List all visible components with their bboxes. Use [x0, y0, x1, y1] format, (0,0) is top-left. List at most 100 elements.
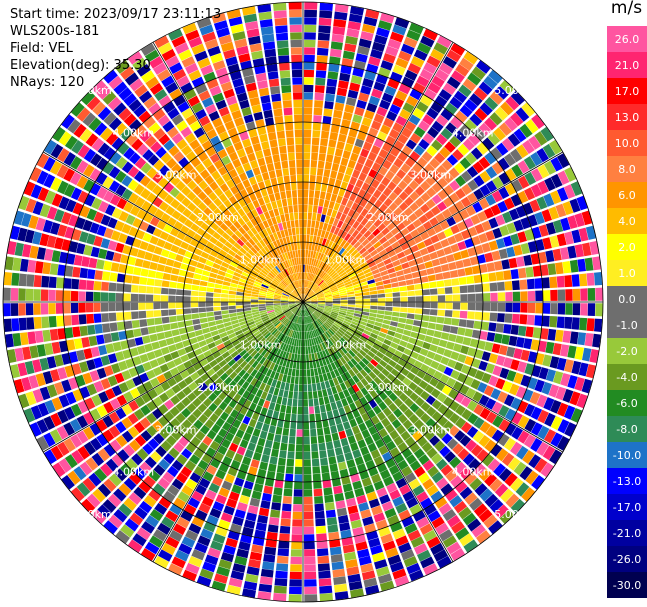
range-gate [318, 442, 326, 451]
range-gate [592, 333, 601, 348]
range-gate [449, 270, 459, 278]
range-gate [296, 429, 303, 437]
range-gate [572, 288, 581, 301]
range-gate [314, 259, 319, 267]
range-gate [356, 223, 364, 232]
range-gate [121, 223, 132, 234]
range-gate [218, 519, 231, 530]
range-gate [272, 338, 279, 346]
range-gate [429, 435, 441, 447]
range-gate [362, 141, 373, 151]
range-gate [108, 292, 116, 302]
range-gate [510, 441, 523, 456]
range-gate [309, 257, 313, 266]
range-gate [493, 260, 503, 271]
range-gate [312, 122, 321, 131]
range-gate [473, 320, 482, 330]
range-gate [517, 430, 530, 444]
range-gate [290, 243, 295, 251]
range-gate [249, 551, 262, 561]
range-gate [138, 90, 153, 104]
range-gate [306, 331, 309, 339]
range-gate [278, 324, 284, 331]
range-gate [420, 192, 431, 203]
range-gate [409, 503, 422, 516]
range-gate [148, 489, 162, 502]
range-gate [301, 272, 303, 280]
range-gate [368, 195, 378, 205]
range-gate [338, 339, 345, 347]
range-gate [468, 133, 481, 146]
range-gate [390, 277, 398, 283]
range-gate [79, 325, 88, 337]
range-gate [303, 77, 314, 85]
range-gate [268, 517, 280, 526]
range-gate [374, 385, 383, 395]
range-gate [342, 50, 355, 60]
range-gate [399, 108, 411, 120]
range-gate [273, 223, 280, 232]
range-gate [332, 292, 340, 296]
range-gate [11, 318, 20, 332]
range-gate [227, 127, 238, 138]
range-gate [545, 250, 555, 263]
range-gate [336, 507, 348, 517]
range-gate [315, 70, 327, 79]
range-gate [135, 364, 146, 375]
range-gate [229, 224, 238, 233]
range-gate [485, 194, 497, 206]
range-gate [436, 346, 446, 355]
range-gate [388, 272, 397, 279]
range-gate [306, 265, 309, 273]
range-gate [105, 343, 115, 354]
range-gate [233, 271, 242, 278]
range-gate [282, 307, 290, 311]
range-gate [543, 193, 555, 207]
range-gate [250, 349, 258, 358]
range-gate [394, 363, 404, 372]
range-gate [387, 330, 396, 337]
range-gate [334, 11, 348, 21]
range-gate [325, 299, 333, 301]
range-gate [444, 141, 456, 153]
range-gate [290, 175, 297, 183]
range-gate [3, 287, 11, 301]
range-gate [169, 88, 183, 101]
range-gate [242, 352, 250, 360]
range-gate [303, 451, 311, 460]
range-gate [230, 570, 245, 581]
range-gate [482, 453, 495, 467]
range-gate [363, 402, 372, 412]
range-gate [419, 327, 428, 335]
range-gate [196, 242, 206, 251]
range-gate [191, 342, 200, 351]
range-gate [102, 162, 115, 175]
range-gate [312, 345, 317, 353]
range-gate [73, 338, 83, 350]
range-gate [550, 303, 558, 315]
range-gate [325, 331, 331, 338]
range-gate [274, 277, 281, 283]
range-gate [308, 281, 312, 289]
colorbar-tick-label: -17.0 [613, 501, 641, 514]
range-ring-label: 3.00km [410, 423, 452, 436]
range-gate [306, 361, 310, 370]
range-gate [230, 316, 238, 321]
range-gate [489, 282, 498, 292]
range-gate [322, 373, 329, 382]
range-gate [377, 411, 387, 421]
range-gate [255, 476, 265, 485]
range-gate [535, 290, 543, 301]
range-gate [340, 529, 352, 539]
range-gate [239, 278, 247, 284]
range-gate [443, 279, 452, 287]
range-gate [293, 338, 297, 347]
range-gate [383, 258, 392, 265]
range-gate [334, 447, 343, 456]
range-gate [373, 138, 384, 148]
range-gate [542, 354, 552, 367]
range-gate [129, 247, 139, 257]
range-gate [273, 278, 280, 285]
range-gate [3, 303, 11, 317]
range-gate [56, 315, 65, 327]
